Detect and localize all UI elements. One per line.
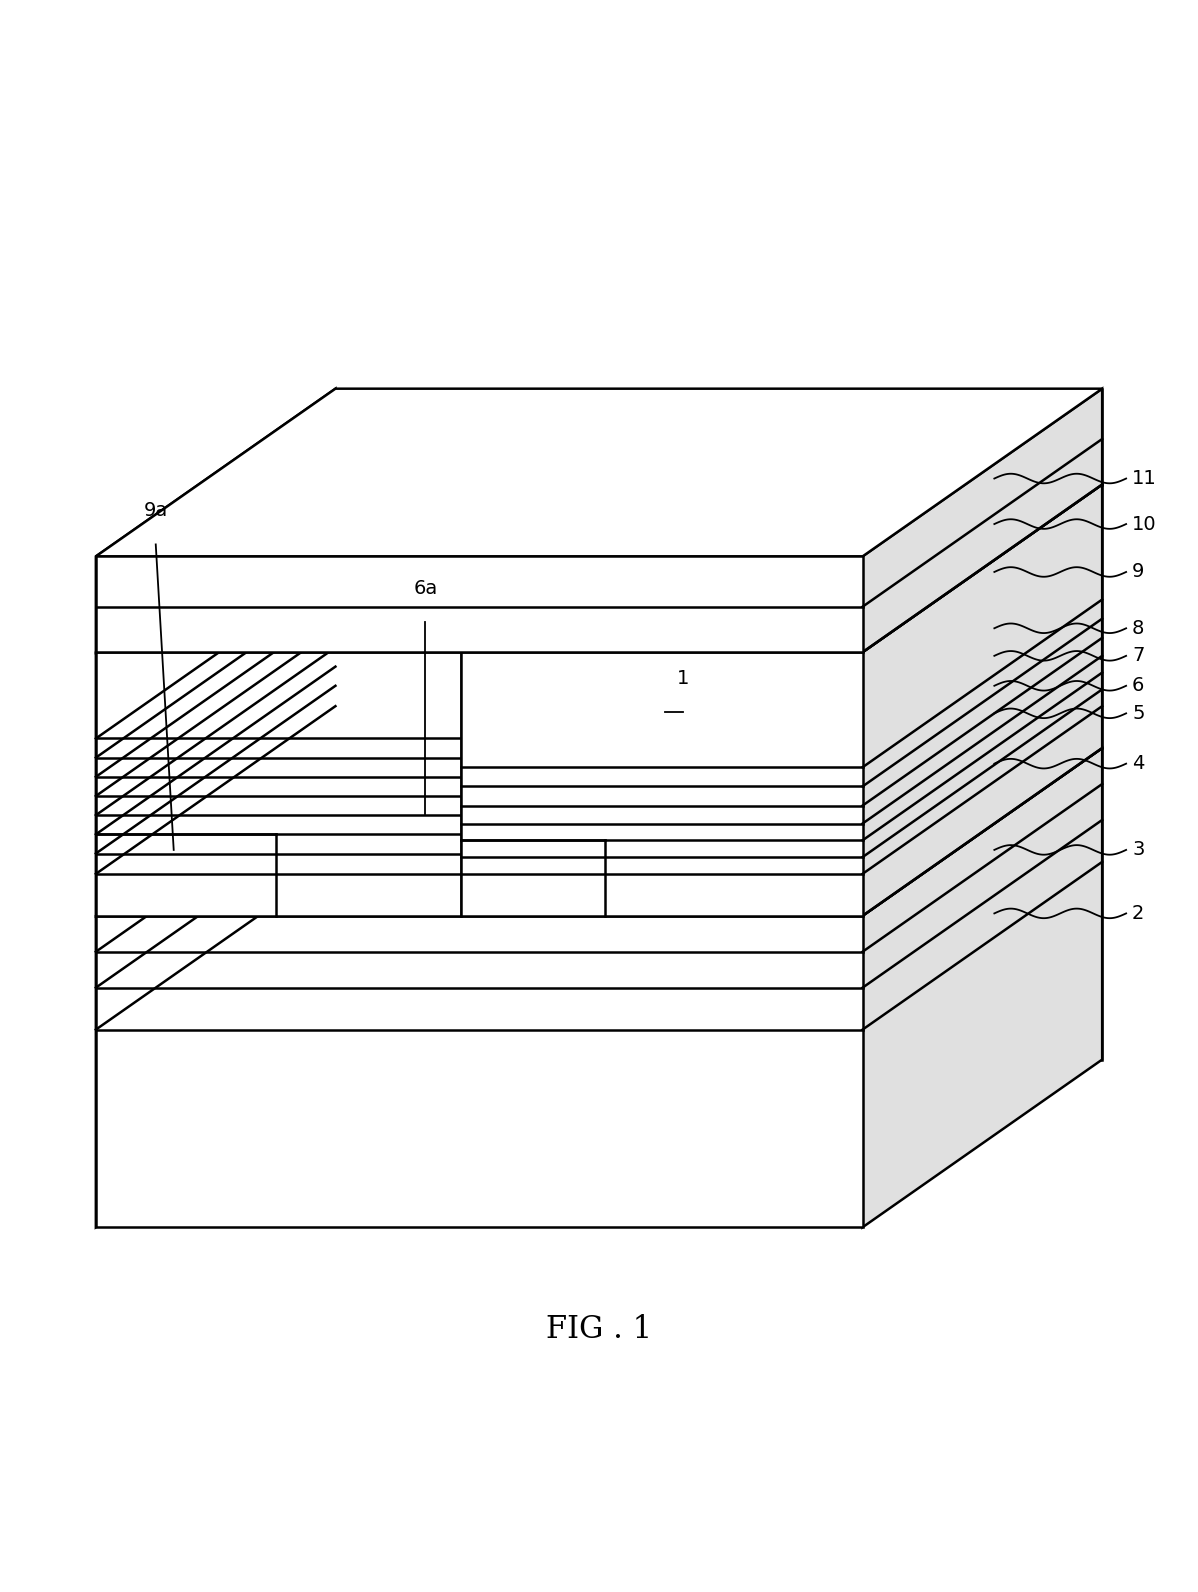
Polygon shape (96, 915, 863, 1227)
Polygon shape (335, 484, 701, 748)
Polygon shape (96, 388, 335, 653)
Text: 9a: 9a (144, 501, 168, 521)
Text: 2: 2 (1132, 904, 1144, 923)
Polygon shape (96, 556, 863, 653)
Text: 7: 7 (1132, 646, 1144, 665)
Text: 4: 4 (1132, 755, 1144, 774)
Text: FIG . 1: FIG . 1 (546, 1313, 652, 1345)
Text: 11: 11 (1132, 470, 1157, 489)
Polygon shape (96, 653, 461, 915)
Polygon shape (701, 484, 1102, 748)
Polygon shape (863, 484, 1102, 915)
Polygon shape (96, 748, 335, 1227)
Polygon shape (863, 748, 1102, 1227)
Text: 9: 9 (1132, 562, 1144, 581)
Polygon shape (96, 388, 1102, 556)
Polygon shape (461, 484, 1102, 653)
Polygon shape (335, 748, 1102, 1060)
Text: 3: 3 (1132, 841, 1144, 860)
Text: 8: 8 (1132, 619, 1144, 638)
Polygon shape (863, 388, 1102, 653)
Text: 5: 5 (1132, 704, 1144, 723)
Polygon shape (96, 484, 701, 653)
Polygon shape (96, 484, 335, 915)
Text: 10: 10 (1132, 514, 1157, 533)
Text: 6a: 6a (413, 579, 437, 599)
Polygon shape (96, 748, 1102, 915)
Polygon shape (461, 653, 863, 915)
Text: 1: 1 (677, 669, 689, 688)
Polygon shape (335, 388, 1102, 484)
Text: 6: 6 (1132, 677, 1144, 696)
